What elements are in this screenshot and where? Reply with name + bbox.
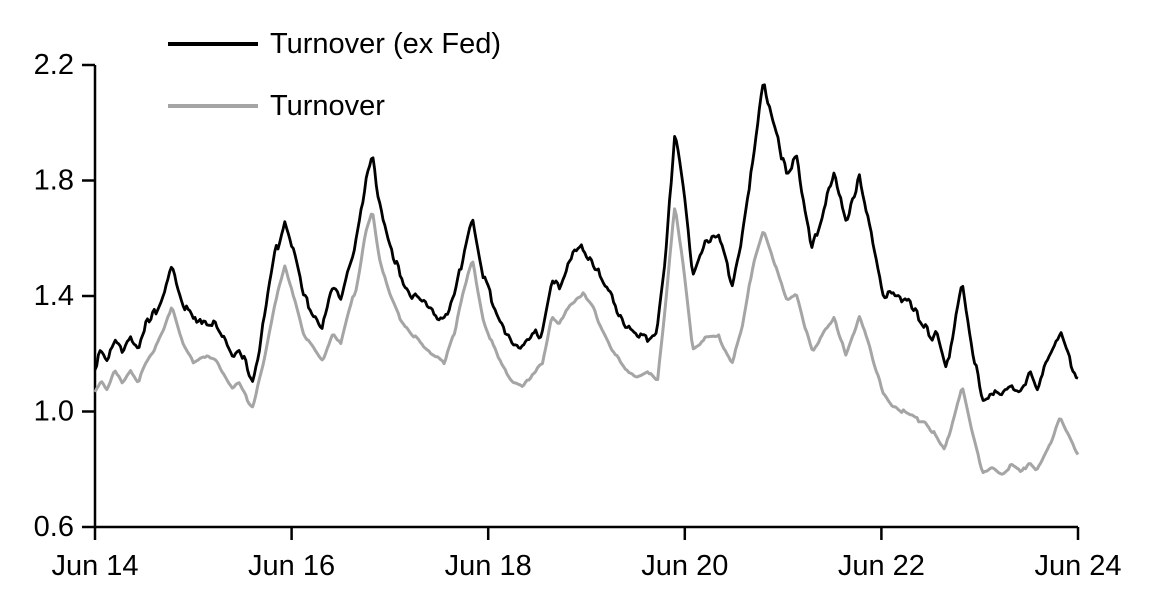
legend: Turnover (ex Fed) Turnover (168, 24, 501, 126)
x-tick-label: Jun 16 (248, 550, 335, 582)
x-tick-label: Jun 14 (51, 550, 138, 582)
y-tick-label: 1.8 (34, 165, 74, 197)
y-tick-label: 0.6 (34, 511, 74, 543)
y-tick-label: 2.2 (34, 49, 74, 81)
legend-item-turnover-ex-fed: Turnover (ex Fed) (168, 24, 501, 64)
series-line-turnover-ex-fed (93, 83, 1079, 402)
legend-line-swatch-black (168, 42, 258, 46)
y-tick-label: 1.4 (34, 280, 74, 312)
x-tick-label: Jun 20 (641, 550, 728, 582)
y-tick-label: 1.0 (34, 396, 74, 428)
legend-line-swatch-gray (168, 104, 258, 108)
series-line-turnover (93, 207, 1080, 476)
legend-label-turnover-ex-fed: Turnover (ex Fed) (270, 27, 501, 60)
x-tick-label: Jun 22 (838, 550, 925, 582)
legend-label-turnover: Turnover (270, 89, 385, 122)
legend-item-turnover: Turnover (168, 86, 501, 126)
x-tick-label: Jun 24 (1034, 550, 1121, 582)
x-tick-label: Jun 18 (445, 550, 532, 582)
